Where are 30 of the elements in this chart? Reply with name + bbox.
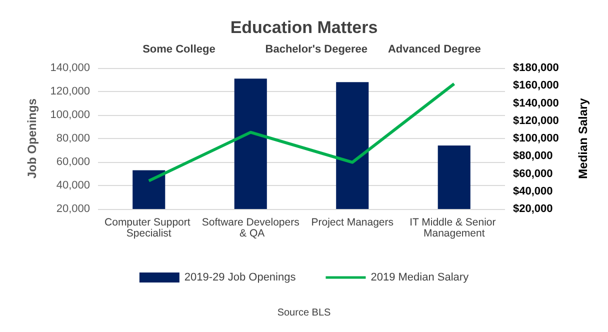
y2-axis-title: Median Salary (576, 98, 590, 179)
line-series (147, 82, 456, 182)
legend-label: 2019-29 Job Openings (184, 272, 296, 284)
y-tick-label: 140,000 (50, 62, 90, 74)
y-tick-label: 100,000 (50, 109, 90, 121)
x-tick-label: Software Developers & QA (202, 216, 300, 240)
x-tick-label: IT Middle & Senior Management (410, 216, 499, 240)
text: Advanced Degree (388, 44, 481, 56)
y2-tick-label: $120,000 (513, 114, 559, 127)
y-tick-label: 20,000 (56, 203, 90, 215)
y2-tick-label: $140,000 (513, 97, 559, 110)
y2-tick-label: $20,000 (513, 203, 553, 215)
y-axis-title: Job Openings (25, 98, 39, 179)
y2-tick-label: $40,000 (513, 185, 553, 198)
y2-tick-label: $100,000 (513, 132, 559, 144)
y2-tick-label: $180,000 (513, 62, 559, 74)
y2-tick-label: $60,000 (513, 168, 553, 180)
legend-label: 2019 Median Salary (370, 272, 470, 284)
y-tick-label: 80,000 (56, 132, 90, 144)
y-tick-label: 120,000 (50, 86, 90, 98)
x-tick-label: Project Managers (311, 216, 394, 228)
chart-title: Education Matters (230, 18, 378, 37)
y2-tick-label: $160,000 (513, 80, 559, 92)
text: Bachelor's Degeree (265, 44, 368, 56)
y-tick-label: 60,000 (56, 156, 90, 168)
text: Some College (142, 44, 216, 56)
source-note: Source BLS (277, 308, 332, 318)
y2-tick-label: $80,000 (513, 150, 553, 162)
x-tick-label: Computer Support Specialist (104, 216, 194, 240)
y-tick-label: 40,000 (56, 180, 90, 192)
